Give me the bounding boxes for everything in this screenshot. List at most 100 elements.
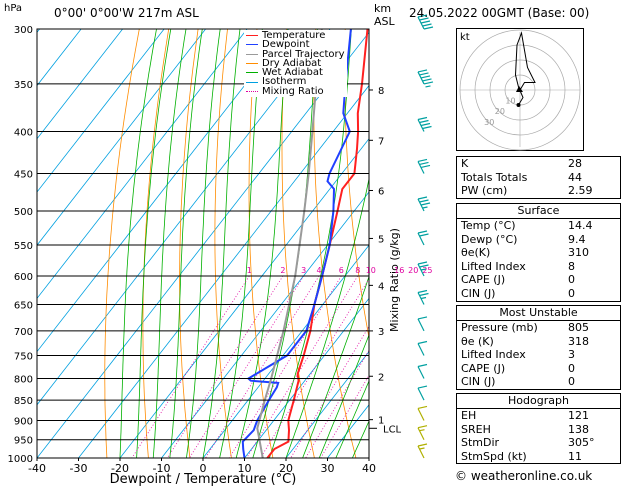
table-row: EH 121 (457, 408, 620, 423)
table-row: θe(K) 310 (457, 246, 620, 260)
mixing-ratio-line (189, 275, 305, 458)
pressure-tick-label: 400 (14, 128, 33, 139)
row-label: Pressure (mb) (461, 321, 538, 334)
wet-adiabat-line (335, 380, 369, 458)
row-value: 44 (568, 170, 582, 184)
legend-swatch (246, 44, 258, 46)
table-row: CIN (J) 0 (457, 375, 620, 389)
table-row: CAPE (J) 0 (457, 273, 620, 287)
asl-label: ASL (374, 15, 395, 28)
km-tick-label: 6 (378, 186, 384, 197)
credit-label: © weatheronline.co.uk (455, 469, 593, 483)
isotherm-line (202, 244, 369, 458)
mixing-ratio-line (131, 275, 250, 458)
row-value: 0 (568, 361, 575, 375)
isotherm-line (37, 29, 206, 246)
row-value: 0 (568, 286, 575, 300)
row-label: StmDir (461, 436, 500, 450)
legend-swatch (246, 90, 258, 92)
legend-item: Isotherm (246, 76, 345, 88)
row-label: K (461, 157, 469, 170)
legend-item: Mixing Ratio (246, 86, 345, 96)
wind-barb (417, 289, 429, 305)
pressure-tick-label: 700 (14, 327, 33, 338)
hodo-table-title: Hodograph (508, 394, 569, 407)
table-row: Dewp (°C) 9.4 (457, 233, 620, 247)
km-tick-label: 8 (378, 86, 384, 97)
isotherm-line (78, 84, 369, 458)
pressure-tick-label: 850 (14, 396, 33, 407)
legend-swatch (246, 63, 258, 65)
wind-barb (417, 158, 431, 174)
pressure-tick-label: 1000 (8, 454, 33, 465)
hodograph-ring-label: 10 (505, 97, 515, 106)
row-label: Lifted Index (461, 348, 526, 362)
row-label: Lifted Index (461, 259, 526, 273)
wet-adiabat-line (136, 29, 172, 458)
legend-item: Dry Adiabat (246, 57, 345, 69)
row-value: 0 (568, 273, 575, 287)
pressure-tick-label: 600 (14, 272, 33, 283)
isotherm-line (244, 297, 369, 458)
wind-barb (417, 443, 428, 459)
mixing-ratio-line (228, 275, 342, 458)
x-tick-label: 10 (238, 462, 252, 475)
mixing-ratio-line (246, 275, 359, 458)
mixing-ratio-label: 25 (422, 266, 432, 275)
wind-barb (417, 69, 434, 88)
km-tick-label: 2 (378, 372, 384, 383)
table-row: SREH 138 (457, 423, 620, 437)
wind-barb (417, 196, 431, 212)
wind-barb (417, 385, 428, 401)
table-row: Lifted Index 3 (457, 348, 620, 362)
pressure-tick-label: 950 (14, 436, 33, 447)
row-value: 138 (568, 422, 589, 436)
table-row: Lifted Index 8 (457, 260, 620, 274)
x-tick-label: -40 (28, 462, 46, 475)
mixing-ratio-label: 1 (247, 266, 252, 275)
isotherm-line (161, 191, 369, 458)
table-row: K 28 (457, 157, 620, 171)
legend-label: Isotherm (262, 76, 307, 88)
surface-title: Surface (517, 204, 560, 217)
legend-label: Temperature (262, 30, 326, 41)
row-value: 0 (568, 375, 575, 389)
datetime-label: 24.05.2022 00GMT (Base: 00) (409, 6, 590, 20)
pressure-tick-label: 300 (14, 25, 33, 36)
row-label: CAPE (J) (461, 273, 506, 287)
legend: Temperature Dewpoint Parcel Trajectory Dry … (244, 30, 347, 98)
mixing-ratio-label: 3 (301, 266, 306, 275)
legend-label: Wet Adiabat (262, 67, 323, 79)
km-tick-label: 4 (378, 281, 384, 292)
wet-adiabat-line (119, 29, 157, 458)
mixing-ratio-label: 2 (280, 266, 285, 275)
table-row: CAPE (J) 0 (457, 362, 620, 376)
hodograph-table: Hodograph EH 121 SREH 138 StmDir 305° StmSpd (k… (456, 393, 621, 465)
legend-swatch (246, 35, 258, 37)
row-label: EH (461, 409, 477, 422)
row-label: CAPE (J) (461, 361, 506, 375)
table-row: StmDir 305° (457, 436, 620, 450)
mixing-ratio-label: 8 (355, 266, 360, 275)
wet-adiabat-line (202, 29, 241, 458)
x-axis-title: Dewpoint / Temperature (°C) (110, 472, 297, 486)
table-row: Pressure (mb) 805 (457, 320, 620, 335)
row-label: Temp (°C) (461, 219, 516, 232)
row-label: CIN (J) (461, 375, 496, 389)
legend-item: Parcel Trajectory (246, 49, 345, 59)
row-label: Dewp (°C) (461, 232, 518, 246)
wind-barb (417, 425, 428, 440)
km-tick-label: 3 (378, 327, 384, 338)
isotherm-line (285, 350, 369, 458)
hodograph-ring-label: 30 (484, 118, 494, 127)
legend-label: Dry Adiabat (262, 57, 322, 69)
pressure-tick-label: 800 (14, 374, 33, 385)
row-value: 11 (568, 449, 582, 463)
table-row: CIN (J) 0 (457, 287, 620, 301)
pressure-tick-label: 500 (14, 207, 33, 218)
pressure-tick-label: 750 (14, 351, 33, 362)
pressure-tick-label: 650 (14, 301, 33, 312)
row-value: 310 (568, 246, 589, 260)
